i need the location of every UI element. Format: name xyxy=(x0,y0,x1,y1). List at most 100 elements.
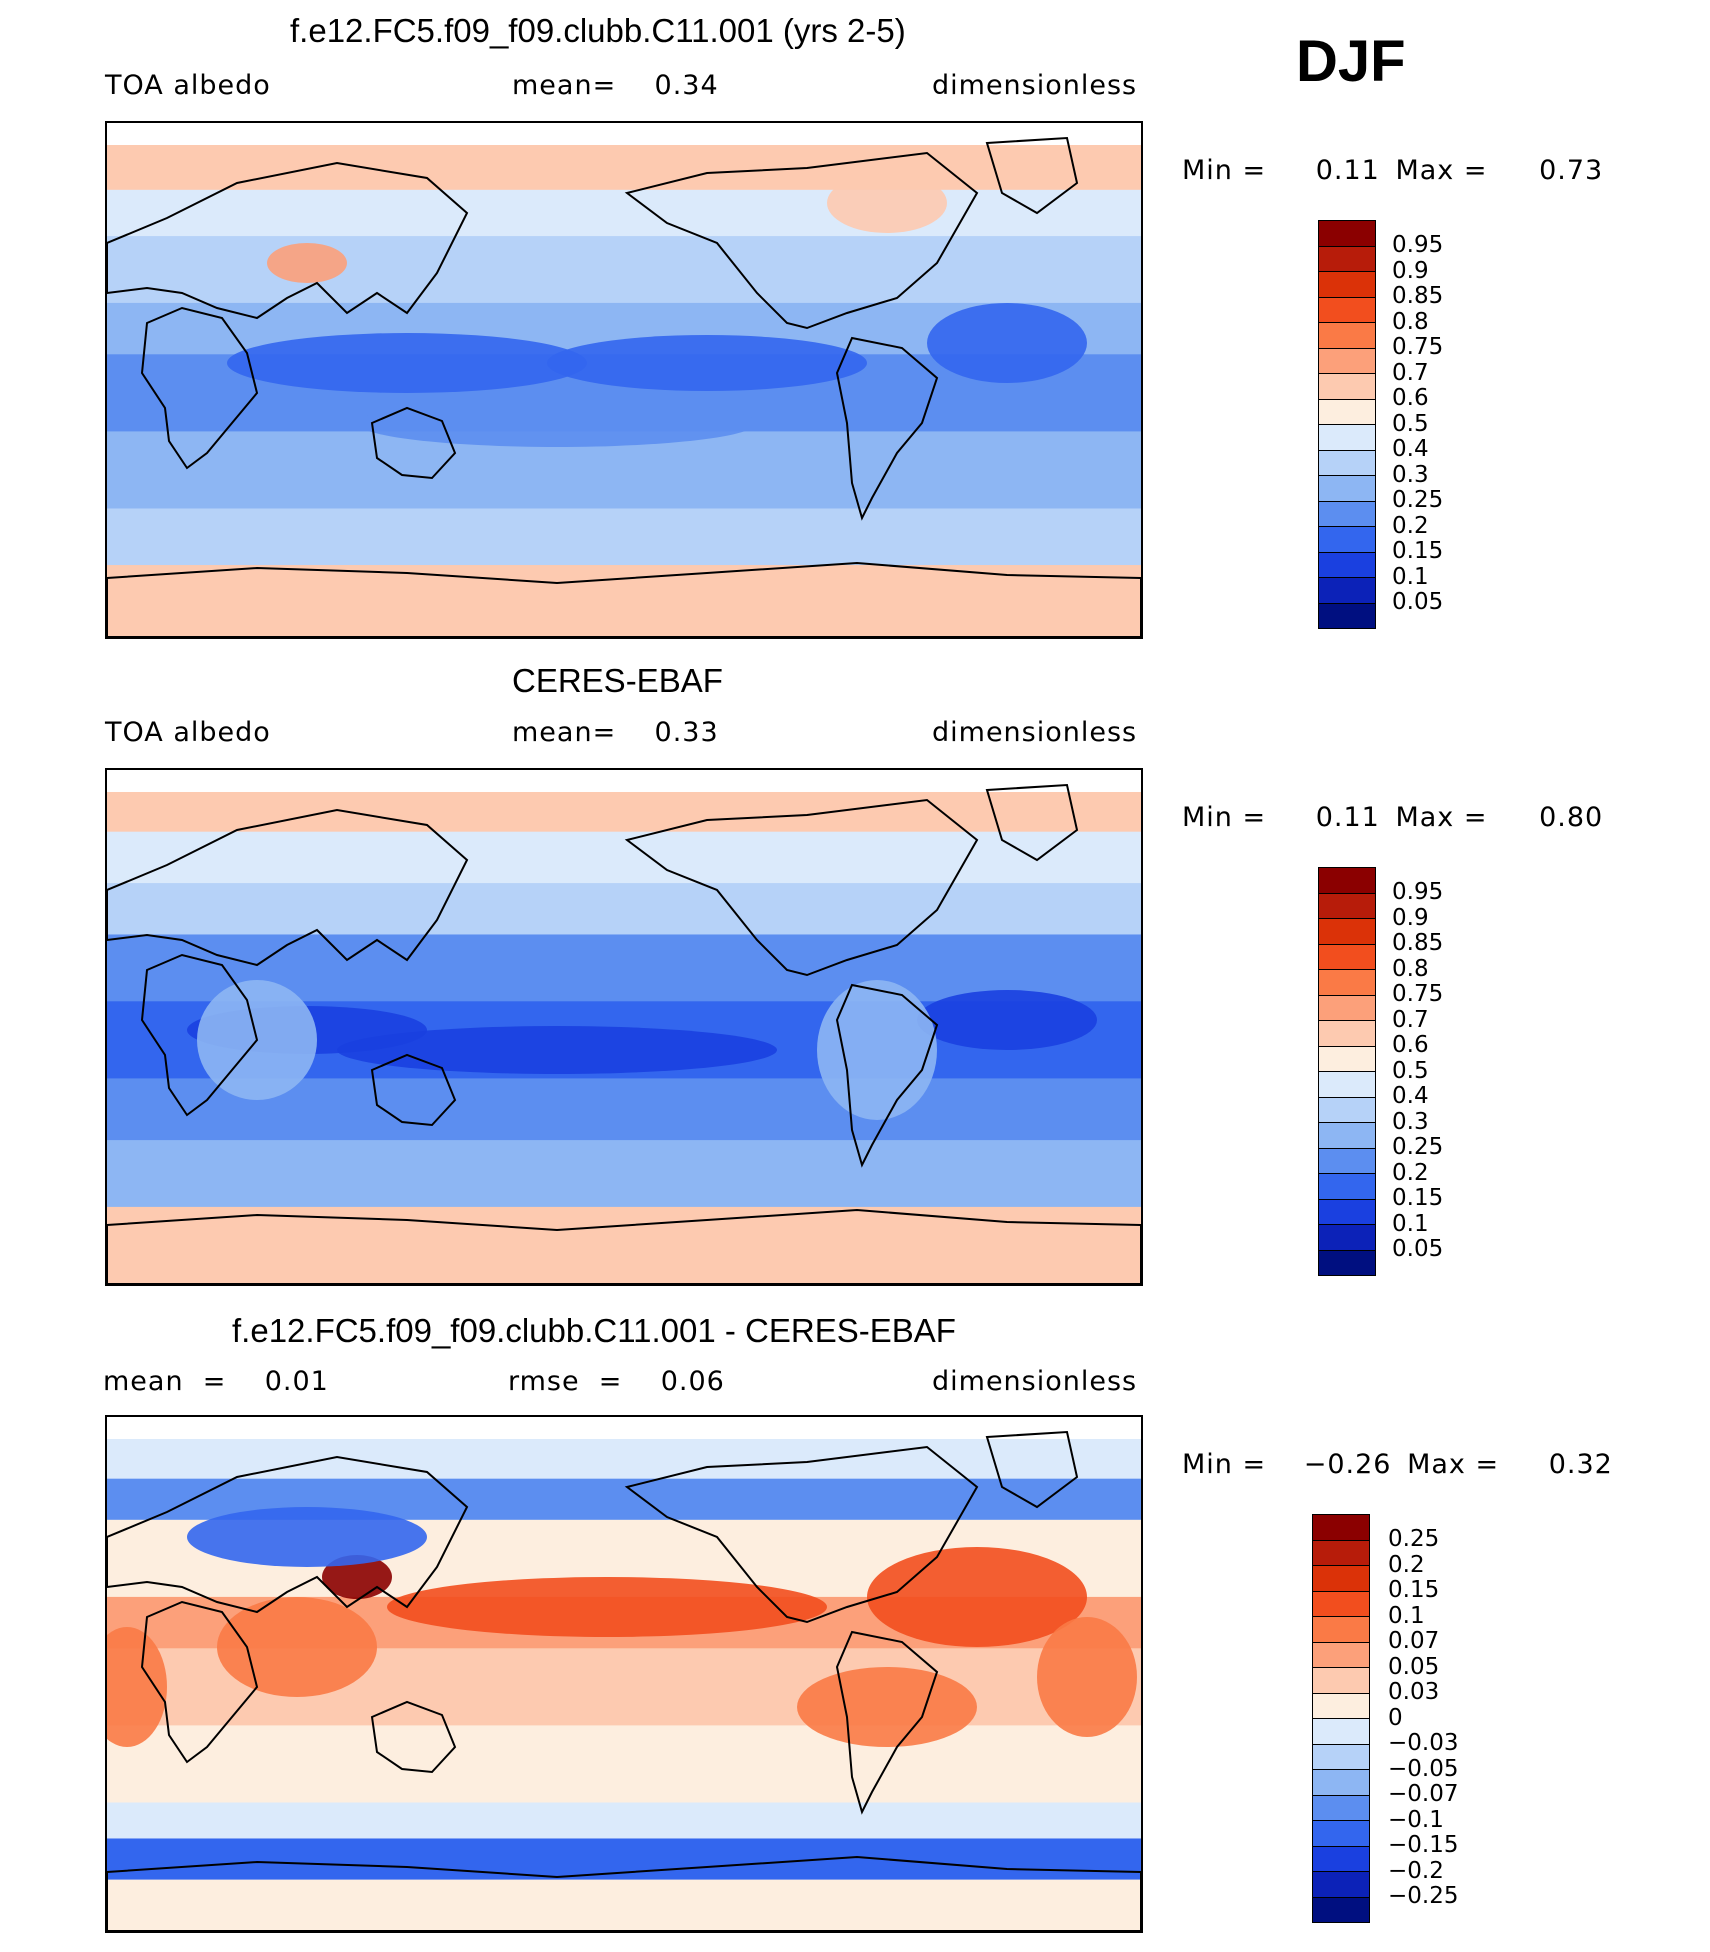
panel-2-title: CERES-EBAF xyxy=(512,662,723,699)
colorbar-swatch xyxy=(1318,577,1376,604)
colorbar-swatch xyxy=(1318,424,1376,451)
panel-1-max-label: Max = xyxy=(1395,155,1488,186)
panel-3-title: f.e12.FC5.f09_f09.clubb.C11.001 - CERES-… xyxy=(232,1312,956,1349)
contour-band xyxy=(107,565,1141,637)
colorbar-tick-label: 0.9 xyxy=(1392,904,1429,931)
contour-region xyxy=(227,333,587,393)
colorbar-tick-label: −0.07 xyxy=(1388,1781,1459,1807)
colorbar-swatch xyxy=(1318,892,1376,919)
colorbar-swatch xyxy=(1318,867,1376,894)
colorbar-tick-label: 0.07 xyxy=(1388,1628,1440,1654)
panel-1-max-value: 0.73 xyxy=(1539,155,1604,186)
contour-region xyxy=(547,335,867,391)
panel-3-units-label: dimensionless xyxy=(932,1366,1138,1397)
colorbar-swatch xyxy=(1318,500,1376,527)
contour-region xyxy=(827,173,947,233)
contour-region xyxy=(387,1577,827,1637)
colorbar-tick-label: 0.8 xyxy=(1392,308,1429,335)
colorbar-swatch xyxy=(1312,1692,1370,1719)
contour-map xyxy=(107,123,1141,637)
coastline xyxy=(624,151,979,330)
coastline xyxy=(370,1700,457,1774)
panel-3-colorbar-ticks: 0.25 0.2 0.15 0.1 0.07 0.05 0.03 0 −0.03 −0.05 −0.… xyxy=(1388,1526,1459,1910)
colorbar-tick-label: 0.95 xyxy=(1392,232,1444,258)
panel-1-colorbar xyxy=(1318,220,1376,629)
coastline xyxy=(107,1455,469,1614)
contour-region xyxy=(267,243,347,283)
colorbar-tick-label: −0.03 xyxy=(1388,1730,1459,1756)
panel-1-min-value: 0.11 xyxy=(1315,155,1380,186)
colorbar-tick-label: 0.4 xyxy=(1392,1083,1429,1109)
colorbar-swatch xyxy=(1312,1641,1370,1668)
colorbar-tick-label: −0.05 xyxy=(1388,1755,1459,1782)
colorbar-tick-label: 0.2 xyxy=(1392,1159,1429,1186)
contour-band xyxy=(107,236,1141,304)
contour-region xyxy=(1037,1617,1137,1737)
colorbar-swatch xyxy=(1318,1071,1376,1098)
colorbar-tick-label: 0.5 xyxy=(1392,410,1429,437)
coastline xyxy=(985,783,1079,862)
panel-1-min-label: Min = xyxy=(1182,155,1267,186)
panel-1-mean-label: mean= 0.34 xyxy=(512,70,719,101)
coastline xyxy=(107,1855,1141,1931)
contour-region xyxy=(797,1667,977,1747)
contour-band xyxy=(107,508,1141,567)
contour-region xyxy=(817,980,937,1120)
colorbar-swatch xyxy=(1318,1096,1376,1123)
colorbar-tick-label: 0.95 xyxy=(1392,879,1444,905)
colorbar-swatch xyxy=(1318,526,1376,553)
contour-region xyxy=(107,1627,167,1747)
contour-band xyxy=(107,1879,1141,1931)
panel-1-minmax: Min = 0.11 Max = 0.73 xyxy=(1182,155,1603,186)
colorbar-tick-label: 0.7 xyxy=(1392,1006,1429,1033)
panel-1-title: f.e12.FC5.f09_f09.clubb.C11.001 (yrs 2-5… xyxy=(290,12,906,49)
contour-band xyxy=(107,1725,1141,1804)
colorbar-tick-label: 0.85 xyxy=(1392,283,1444,309)
colorbar-swatch xyxy=(1318,347,1376,374)
colorbar-swatch xyxy=(1318,373,1376,400)
panel-1-map xyxy=(105,121,1143,639)
colorbar-swatch xyxy=(1318,449,1376,476)
colorbar-tick-label: 0.75 xyxy=(1392,334,1444,360)
panel-2-colorbar xyxy=(1318,867,1376,1276)
colorbar-tick-label: 0.1 xyxy=(1392,1210,1429,1237)
colorbar-tick-label: 0.3 xyxy=(1392,1108,1429,1135)
colorbar-swatch xyxy=(1318,322,1376,349)
contour-band xyxy=(107,883,1141,936)
coastline xyxy=(985,1430,1079,1509)
colorbar-swatch xyxy=(1318,943,1376,970)
missing-data-region xyxy=(107,1417,1141,1439)
panel-2-min-label: Min = xyxy=(1182,802,1267,833)
panel-2-variable-label: TOA albedo xyxy=(105,717,271,748)
colorbar-tick-label: 0.25 xyxy=(1392,487,1444,513)
colorbar-swatch xyxy=(1312,1514,1370,1541)
panel-3-max-value: 0.32 xyxy=(1548,1449,1613,1480)
colorbar-swatch xyxy=(1312,1539,1370,1566)
colorbar-swatch xyxy=(1318,1173,1376,1200)
colorbar-swatch xyxy=(1312,1769,1370,1796)
panel-2-mean-label: mean= 0.33 xyxy=(512,717,719,748)
panel-2-units-label: dimensionless xyxy=(932,717,1138,748)
colorbar-swatch xyxy=(1312,1718,1370,1745)
colorbar-swatch xyxy=(1318,1147,1376,1174)
colorbar-tick-label: 0.8 xyxy=(1392,955,1429,982)
colorbar-tick-label: 0.2 xyxy=(1388,1551,1425,1578)
contour-region xyxy=(867,1547,1087,1647)
colorbar-tick-label: 0.15 xyxy=(1392,538,1444,564)
coastline xyxy=(835,336,939,521)
contour-region xyxy=(927,303,1087,383)
colorbar-swatch xyxy=(1318,969,1376,996)
colorbar-swatch xyxy=(1312,1616,1370,1643)
coastline xyxy=(107,161,469,320)
contour-region xyxy=(337,1026,777,1074)
colorbar-swatch xyxy=(1318,296,1376,323)
colorbar-tick-label: 0.05 xyxy=(1388,1653,1440,1680)
contour-region xyxy=(917,990,1097,1050)
colorbar-swatch xyxy=(1312,1820,1370,1847)
colorbar-swatch xyxy=(1318,994,1376,1021)
colorbar-tick-label: 0.03 xyxy=(1388,1679,1440,1705)
coastline xyxy=(985,136,1079,215)
colorbar-tick-label: 0.9 xyxy=(1392,257,1429,284)
coastline xyxy=(107,561,1141,637)
colorbar-swatch xyxy=(1318,1122,1376,1149)
